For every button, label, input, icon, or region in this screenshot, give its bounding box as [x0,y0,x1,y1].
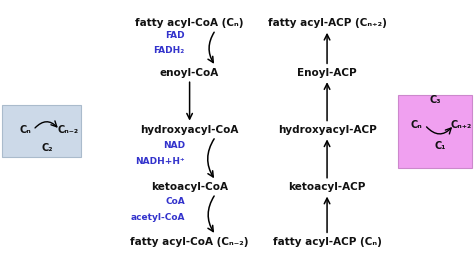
Text: NADH+H⁺: NADH+H⁺ [135,157,185,166]
Text: enoyl-CoA: enoyl-CoA [160,68,219,78]
Text: fatty acyl-ACP (Cₙ₊₂): fatty acyl-ACP (Cₙ₊₂) [268,18,386,28]
Text: acetyl-CoA: acetyl-CoA [130,213,185,222]
Text: Enoyl-ACP: Enoyl-ACP [297,68,357,78]
Text: FAD: FAD [165,31,185,40]
Text: C₁: C₁ [434,141,446,151]
Text: Cₙ₊₂: Cₙ₊₂ [451,120,472,130]
Text: C₂: C₂ [42,143,53,153]
Text: CoA: CoA [165,197,185,206]
Text: fatty acyl-CoA (Cₙ): fatty acyl-CoA (Cₙ) [136,18,244,28]
Text: C₃: C₃ [429,95,441,105]
Text: ketoacyl-CoA: ketoacyl-CoA [151,182,228,192]
FancyBboxPatch shape [2,105,81,157]
Text: ketoacyl-ACP: ketoacyl-ACP [288,182,366,192]
Text: fatty acyl-CoA (Cₙ₋₂): fatty acyl-CoA (Cₙ₋₂) [130,237,249,247]
Text: Cₙ: Cₙ [19,125,31,135]
Text: NAD: NAD [163,141,185,150]
Text: hydroxyacyl-ACP: hydroxyacyl-ACP [278,125,376,135]
FancyBboxPatch shape [398,95,472,168]
Text: Cₙ₋₂: Cₙ₋₂ [57,125,78,135]
Text: fatty acyl-ACP (Cₙ): fatty acyl-ACP (Cₙ) [273,237,382,247]
Text: hydroxyacyl-CoA: hydroxyacyl-CoA [140,125,239,135]
Text: FADH₂: FADH₂ [154,46,185,55]
Text: Cₙ: Cₙ [410,120,422,130]
